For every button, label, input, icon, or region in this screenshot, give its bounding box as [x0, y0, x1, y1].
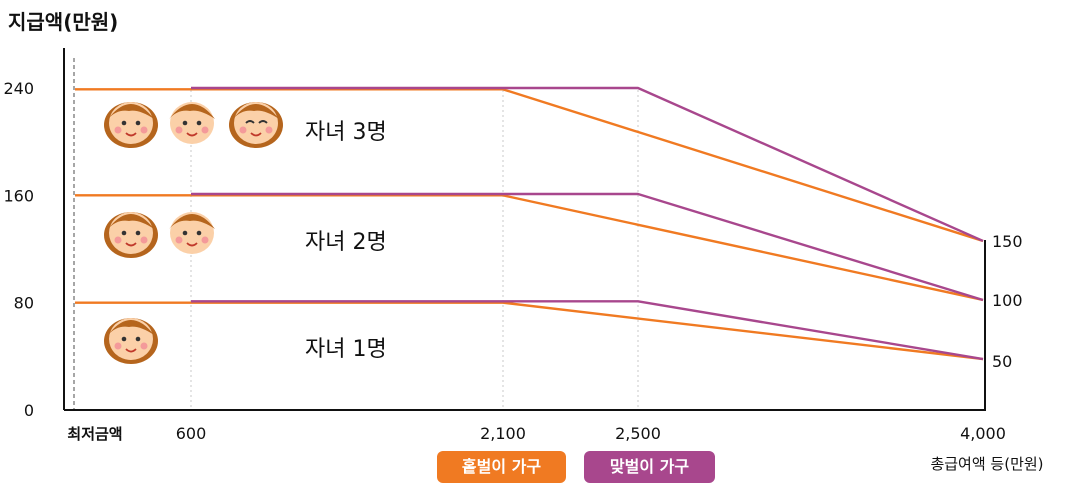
cheek-icon — [114, 236, 122, 244]
series-lines — [75, 86, 984, 361]
cheek-icon — [239, 126, 247, 134]
child-face-icon — [104, 102, 158, 148]
cheek-icon — [114, 342, 122, 350]
y-tick-label: 160 — [3, 186, 34, 205]
hair-icon — [108, 320, 154, 335]
eye-icon — [182, 230, 188, 236]
x-tick-label: 2,500 — [615, 424, 661, 443]
group-annotation: 자녀 3명 — [305, 120, 387, 145]
mouth-icon — [186, 132, 198, 137]
mouth-icon — [125, 132, 137, 137]
mouth-icon — [125, 242, 137, 247]
y-tick-label: 0 — [24, 401, 34, 420]
child-icons — [104, 102, 283, 364]
cheek-icon — [140, 236, 148, 244]
series-line-1 — [191, 300, 984, 361]
series-line-4 — [75, 88, 984, 243]
x-min-label: 최저금액 — [67, 425, 122, 443]
eye-icon — [196, 120, 202, 126]
hair-icon — [233, 104, 279, 119]
eye-icon — [135, 120, 141, 126]
y-axis-title: 지급액(만원) — [8, 10, 119, 34]
series-line-0 — [75, 301, 984, 361]
eye-icon — [196, 230, 202, 236]
right-tick-label: 50 — [992, 352, 1012, 371]
eye-icon — [135, 336, 141, 342]
x-tick-label: 4,000 — [960, 424, 1006, 443]
eye-icon — [121, 230, 127, 236]
y-tick-label: 80 — [14, 294, 34, 313]
right-tick-label: 150 — [992, 232, 1023, 251]
series-line-3 — [191, 192, 984, 302]
axis-labels: 0 80 160 240 50 100 150 600 2,100 2,500 4,000 최저금액총… — [3, 79, 1043, 473]
x-tick-label: 600 — [176, 424, 207, 443]
cheek-icon — [175, 236, 183, 244]
cheek-icon — [201, 236, 209, 244]
series-line-2 — [75, 194, 984, 302]
mouth-icon — [186, 242, 198, 247]
right-tick-label: 100 — [992, 291, 1023, 310]
hair-icon — [169, 214, 215, 229]
child-face-icon — [169, 212, 215, 254]
cheek-icon — [175, 126, 183, 134]
child-face-icon — [104, 318, 158, 364]
cheek-icon — [140, 126, 148, 134]
cheek-icon — [265, 126, 273, 134]
group-annotation: 자녀 1명 — [305, 337, 387, 362]
eye-icon — [182, 120, 188, 126]
eye-icon — [135, 230, 141, 236]
hair-icon — [169, 104, 215, 119]
eye-icon — [121, 120, 127, 126]
cheek-icon — [201, 126, 209, 134]
cheek-icon — [114, 126, 122, 134]
eye-icon — [121, 336, 127, 342]
hair-icon — [108, 104, 154, 119]
legend-dual-income: 맞벌이 가구 — [584, 451, 715, 483]
x-tick-label: 2,100 — [480, 424, 526, 443]
child-face-icon — [169, 102, 215, 144]
mouth-icon — [250, 132, 262, 137]
axes — [63, 48, 986, 411]
series-line-5 — [191, 86, 984, 243]
group-annotation: 자녀 2명 — [305, 230, 387, 255]
child-face-icon — [104, 212, 158, 258]
child-face-icon — [229, 102, 283, 148]
eye-icon — [245, 120, 255, 124]
legend-single-income: 홑벌이 가구 — [437, 451, 566, 483]
y-tick-label: 240 — [3, 79, 34, 98]
cheek-icon — [140, 342, 148, 350]
hair-icon — [108, 214, 154, 229]
x-axis-title: 총급여액 등(만원) — [930, 455, 1043, 473]
eye-icon — [258, 120, 268, 124]
mouth-icon — [125, 348, 137, 353]
